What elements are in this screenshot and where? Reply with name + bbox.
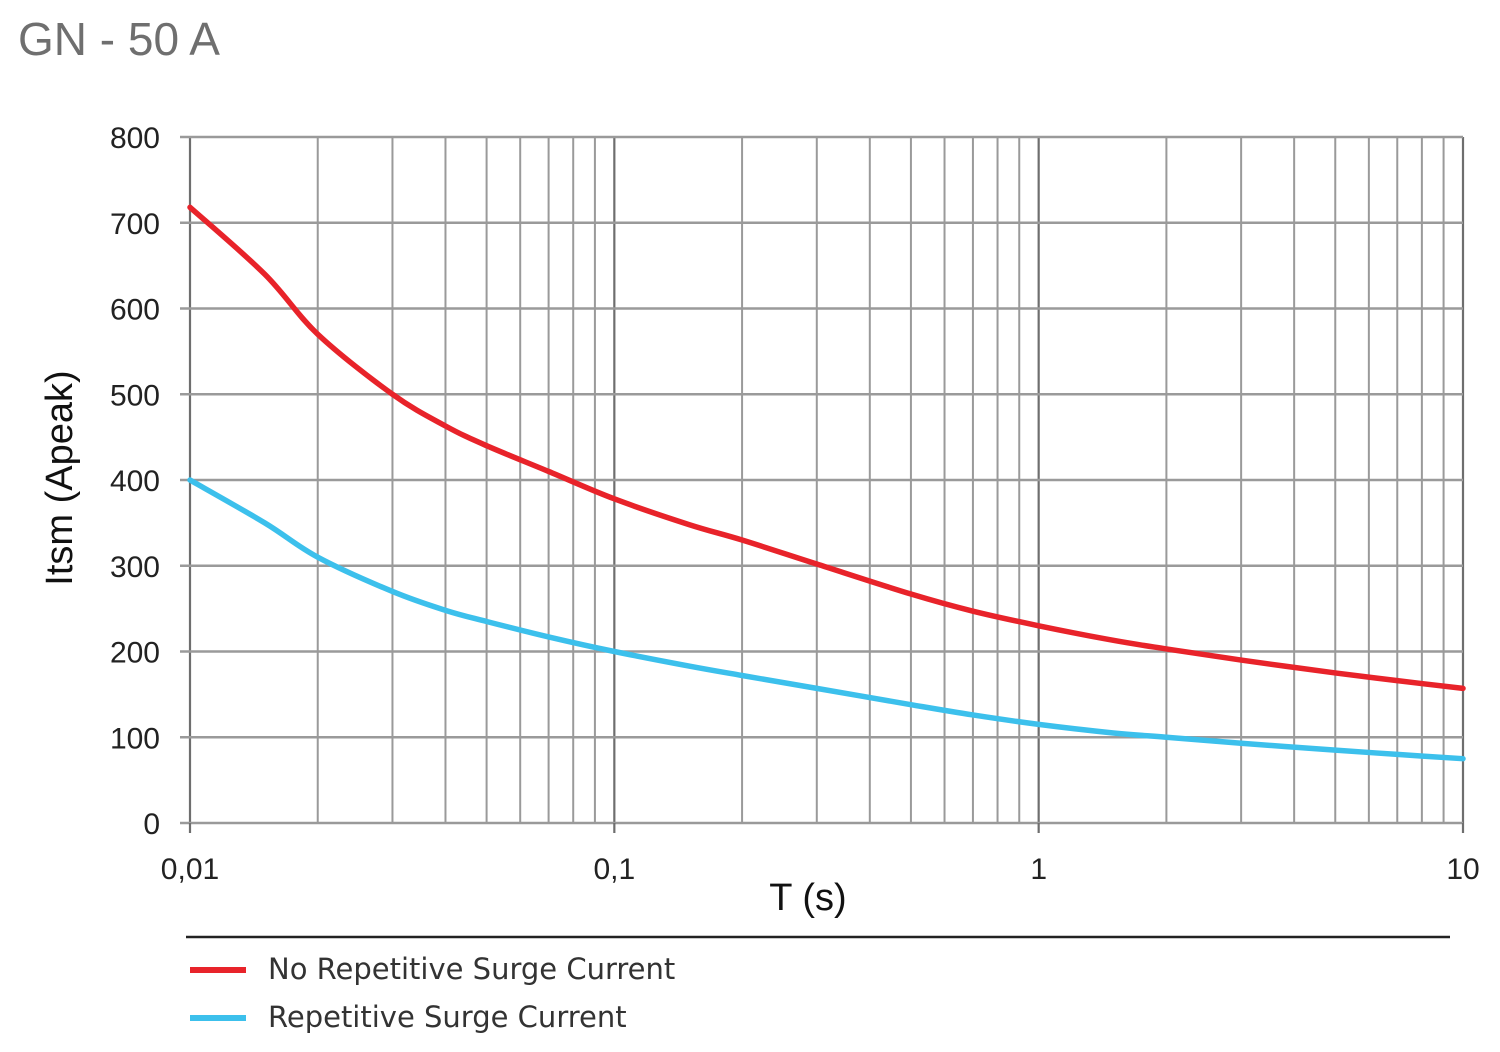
y-tick-label: 300 <box>110 551 160 584</box>
y-tick-label: 600 <box>110 294 160 327</box>
x-tick-label: 0,01 <box>161 853 219 886</box>
y-tick-label: 500 <box>110 379 160 412</box>
legend-label-1: No Repetitive Surge Current <box>268 952 675 986</box>
x-tick-label: 10 <box>1446 853 1479 886</box>
y-tick-label: 800 <box>110 122 160 155</box>
y-tick-label: 0 <box>143 808 160 841</box>
y-axis-label: Itsm (Apeak) <box>39 370 81 585</box>
x-tick-label: 1 <box>1030 853 1047 886</box>
x-tick-label: 0,1 <box>593 853 635 886</box>
x-axis-ticks: 0,01 0,1 1 10 <box>161 823 1480 886</box>
legend: No Repetitive Surge Current Repetitive Su… <box>190 952 675 1034</box>
y-tick-label: 700 <box>110 208 160 241</box>
legend-label-2: Repetitive Surge Current <box>268 1000 627 1034</box>
series-lines <box>187 204 1466 762</box>
series-line-1 <box>187 204 1466 692</box>
grid <box>180 135 1465 825</box>
chart-title: GN - 50 A <box>18 13 220 65</box>
y-tick-label: 200 <box>110 637 160 670</box>
y-axis-ticks: 0 100 200 300 400 500 600 700 800 <box>110 122 160 841</box>
x-axis-label: T (s) <box>769 877 846 919</box>
series-line-2 <box>187 477 1466 762</box>
y-tick-label: 400 <box>110 465 160 498</box>
y-tick-label: 100 <box>110 722 160 755</box>
